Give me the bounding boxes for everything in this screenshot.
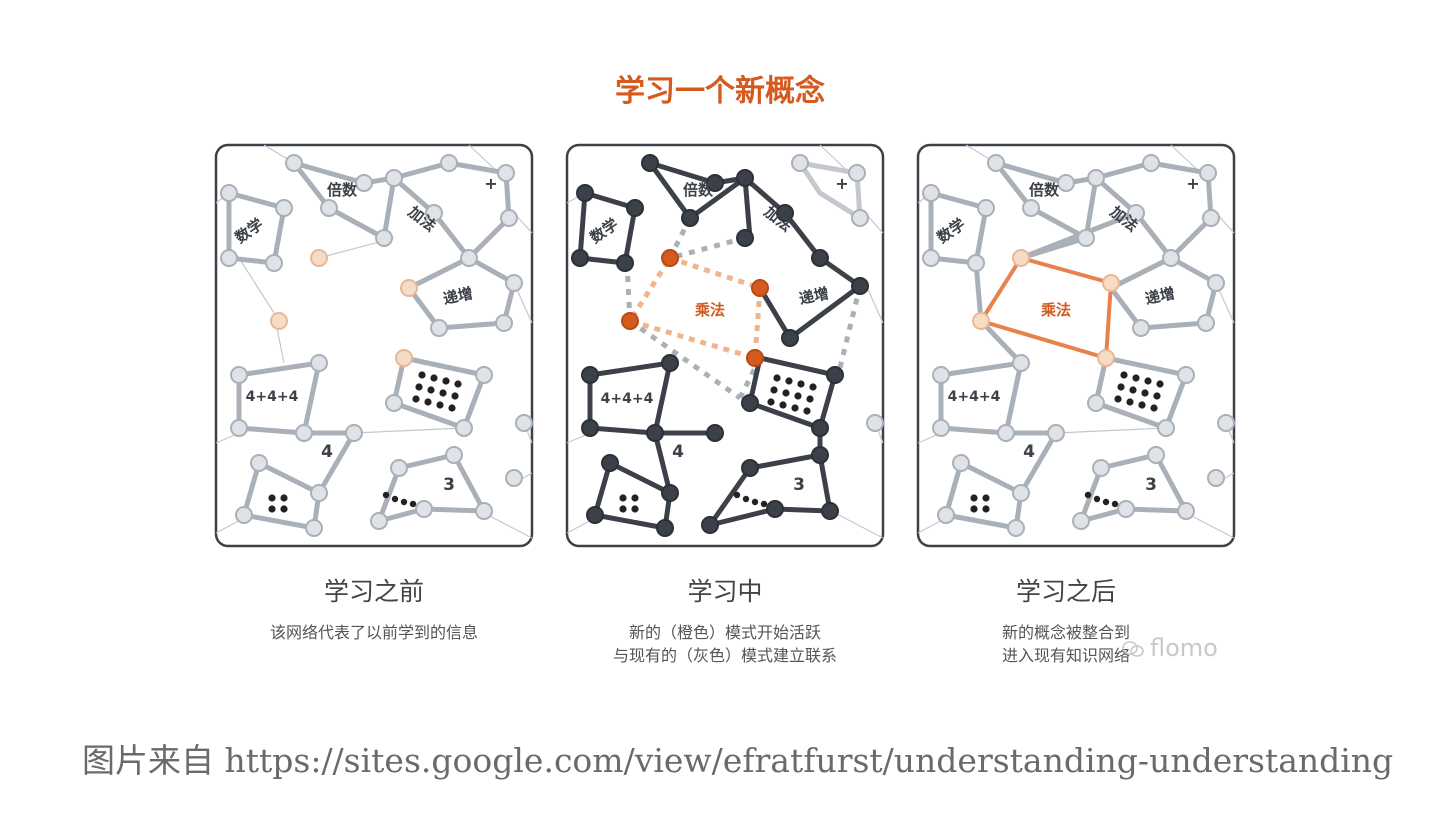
description-line: 该网络代表了以前学到的信息 — [269, 623, 478, 642]
new-concept-label: 乘法 — [1040, 301, 1071, 319]
node-label-4: 4 — [321, 442, 333, 462]
node-label-increment: 递增 — [441, 284, 474, 308]
network-during: 倍数 数学 加法 递增 4+4+4 4 3 + 乘法 — [565, 143, 885, 548]
panel-after: 倍数 数学 加法 递增 4+4+4 4 3 + 乘法 — [916, 143, 1236, 548]
node-label-4: 4 — [672, 442, 684, 462]
node-label-plus: + — [1186, 174, 1199, 193]
diagram-title: 学习一个新概念 — [615, 74, 825, 109]
description-during: 新的（橙色）模式开始活跃 与现有的（灰色）模式建立联系 — [565, 621, 885, 667]
node-label-multiple: 倍数 — [683, 181, 714, 199]
network-before: 倍数 数学 加法 递增 4+4+4 4 3 + — [214, 143, 534, 548]
description-after: 新的概念被整合到 进入现有知识网络 — [906, 621, 1226, 667]
wechat-icon — [1122, 641, 1144, 657]
network-after: 倍数 数学 加法 递增 4+4+4 4 3 + 乘法 — [916, 143, 1236, 548]
node-label-multiple: 倍数 — [327, 181, 358, 199]
description-line: 新的概念被整合到 — [1001, 623, 1130, 642]
panel-before: 倍数 数学 加法 递增 4+4+4 4 3 + — [214, 143, 534, 548]
panel-during: 倍数 数学 加法 递增 4+4+4 4 3 + 乘法 — [565, 143, 885, 548]
caption-after: 学习之后 — [1015, 577, 1116, 606]
node-label-4plus4plus4: 4+4+4 — [601, 391, 654, 407]
node-label-3: 3 — [443, 475, 455, 495]
description-line: 进入现有知识网络 — [1001, 646, 1130, 665]
caption-before: 学习之前 — [323, 577, 424, 606]
node-label-increment: 递增 — [1143, 284, 1176, 308]
node-label-plus: + — [484, 174, 497, 193]
watermark-text: flomo — [1150, 634, 1218, 662]
node-label-4plus4plus4: 4+4+4 — [246, 389, 299, 405]
description-line: 新的（橙色）模式开始活跃 — [628, 623, 821, 642]
description-before: 该网络代表了以前学到的信息 — [214, 621, 534, 644]
node-label-4plus4plus4: 4+4+4 — [948, 389, 1001, 405]
description-line: 与现有的（灰色）模式建立联系 — [612, 646, 837, 665]
caption-during: 学习中 — [687, 577, 763, 606]
node-label-3: 3 — [793, 475, 805, 495]
node-label-increment: 递增 — [797, 284, 830, 308]
node-label-plus: + — [835, 174, 848, 193]
source-footer: 图片来自 https://sites.google.com/view/efrat… — [82, 741, 1394, 780]
flomo-watermark: flomo — [1122, 634, 1218, 662]
new-concept-label: 乘法 — [694, 301, 725, 319]
node-label-4: 4 — [1023, 442, 1035, 462]
node-label-3: 3 — [1145, 475, 1157, 495]
node-label-multiple: 倍数 — [1029, 181, 1060, 199]
